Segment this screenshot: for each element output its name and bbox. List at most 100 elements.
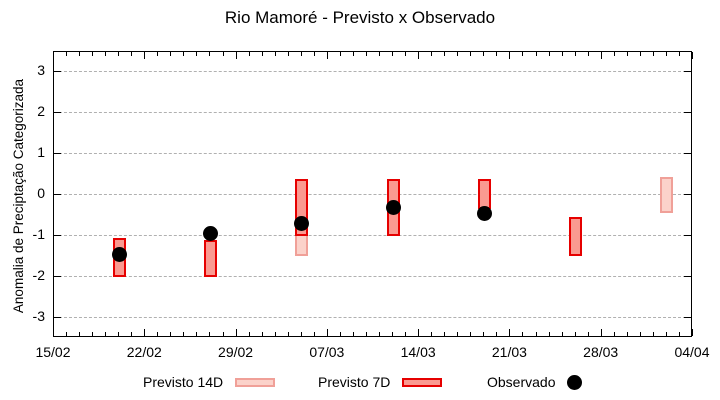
x-tick-minor-top xyxy=(626,52,628,56)
y-tick-label: 1 xyxy=(37,144,45,161)
x-tick-minor-bottom xyxy=(131,332,133,336)
y-tick-label: -3 xyxy=(32,307,45,324)
x-tick-minor-top xyxy=(613,52,615,56)
y-gridline xyxy=(54,234,691,236)
y-tick-label: 3 xyxy=(37,62,45,79)
x-tick-minor-top xyxy=(574,52,576,56)
x-tick-minor-top xyxy=(287,52,289,56)
observado-dot xyxy=(294,216,310,232)
x-tick-minor-top xyxy=(313,52,315,56)
x-tick-minor-bottom xyxy=(483,332,485,336)
x-tick-minor-bottom xyxy=(183,332,185,336)
x-tick-minor-bottom xyxy=(652,332,654,336)
x-tick-minor-top xyxy=(274,52,276,56)
observado-dot xyxy=(202,226,218,242)
x-tick-minor-bottom xyxy=(470,332,472,336)
x-tick-minor-top xyxy=(665,52,667,56)
y-tick-major-left xyxy=(54,71,61,73)
y-gridline xyxy=(54,112,691,114)
x-tick-label: 04/04 xyxy=(674,344,710,360)
x-tick-minor-top xyxy=(496,52,498,56)
x-tick-minor-top xyxy=(431,52,433,56)
x-tick-minor-bottom xyxy=(274,332,276,336)
x-tick-major-bottom xyxy=(326,329,328,336)
y-tick-major-left xyxy=(54,112,61,114)
x-tick-minor-top xyxy=(209,52,211,56)
y-gridline xyxy=(54,153,691,155)
x-tick-minor-top xyxy=(405,52,407,56)
x-tick-minor-top xyxy=(444,52,446,56)
x-tick-minor-top xyxy=(392,52,394,56)
y-tick-major-right xyxy=(684,316,691,318)
x-tick-minor-top xyxy=(678,52,680,56)
x-tick-minor-bottom xyxy=(157,332,159,336)
x-tick-minor-top xyxy=(652,52,654,56)
y-tick-label: -2 xyxy=(32,266,45,283)
x-tick-label: 14/03 xyxy=(400,344,436,360)
x-tick-minor-bottom xyxy=(613,332,615,336)
x-tick-minor-bottom xyxy=(392,332,394,336)
y-gridline xyxy=(54,275,691,277)
x-tick-minor-bottom xyxy=(574,332,576,336)
x-tick-minor-bottom xyxy=(92,332,94,336)
y-tick-major-left xyxy=(54,194,61,195)
x-tick-minor-top xyxy=(352,52,354,56)
plot-area xyxy=(53,51,693,337)
x-tick-label: 21/03 xyxy=(491,344,527,360)
x-tick-minor-bottom xyxy=(352,332,354,336)
x-tick-minor-top xyxy=(183,52,185,56)
x-tick-minor-top xyxy=(457,52,459,56)
x-tick-minor-top xyxy=(639,52,641,56)
x-tick-major-top xyxy=(53,52,54,59)
y-tick-major-left xyxy=(54,275,61,277)
x-tick-minor-bottom xyxy=(561,332,563,336)
y-tick-label: 0 xyxy=(37,185,45,201)
x-tick-major-top xyxy=(235,52,237,59)
x-tick-major-bottom xyxy=(53,329,54,336)
x-tick-minor-bottom xyxy=(118,332,120,336)
x-tick-major-bottom xyxy=(418,329,420,336)
x-tick-major-bottom xyxy=(144,329,146,336)
x-tick-minor-bottom xyxy=(548,332,550,336)
legend-item-previsto-7d: Previsto 7D xyxy=(318,372,443,392)
x-tick-minor-top xyxy=(222,52,224,56)
x-tick-major-top xyxy=(692,52,693,59)
x-tick-minor-top xyxy=(483,52,485,56)
x-tick-minor-bottom xyxy=(300,332,302,336)
x-tick-major-bottom xyxy=(509,329,511,336)
x-tick-major-top xyxy=(600,52,602,59)
x-tick-minor-top xyxy=(66,52,68,56)
y-gridline xyxy=(54,194,691,195)
x-tick-minor-bottom xyxy=(665,332,667,336)
x-tick-minor-bottom xyxy=(196,332,198,336)
x-tick-minor-top xyxy=(548,52,550,56)
observado-dot xyxy=(111,246,127,262)
y-tick-major-right xyxy=(684,194,691,195)
y-tick-major-right xyxy=(684,275,691,277)
y-gridline xyxy=(54,71,691,73)
x-tick-minor-bottom xyxy=(261,332,263,336)
x-tick-major-top xyxy=(509,52,511,59)
x-tick-minor-bottom xyxy=(170,332,172,336)
x-tick-major-bottom xyxy=(692,329,693,336)
x-tick-minor-top xyxy=(131,52,133,56)
x-tick-minor-top xyxy=(92,52,94,56)
x-tick-minor-bottom xyxy=(248,332,250,336)
legend-swatch-icon xyxy=(402,377,443,387)
y-tick-major-left xyxy=(54,234,61,236)
x-tick-minor-bottom xyxy=(431,332,433,336)
x-tick-minor-top xyxy=(522,52,524,56)
x-tick-minor-bottom xyxy=(209,332,211,336)
x-tick-label: 22/02 xyxy=(126,344,162,360)
y-tick-label: 2 xyxy=(37,103,45,120)
previsto-7d-bar xyxy=(477,178,491,210)
y-tick-major-right xyxy=(684,234,691,236)
y-tick-major-left xyxy=(54,316,61,318)
x-tick-minor-top xyxy=(79,52,81,56)
x-tick-minor-bottom xyxy=(405,332,407,336)
y-tick-label: -1 xyxy=(32,225,45,242)
x-tick-major-top xyxy=(326,52,328,59)
x-tick-minor-top xyxy=(535,52,537,56)
x-tick-minor-bottom xyxy=(287,332,289,336)
